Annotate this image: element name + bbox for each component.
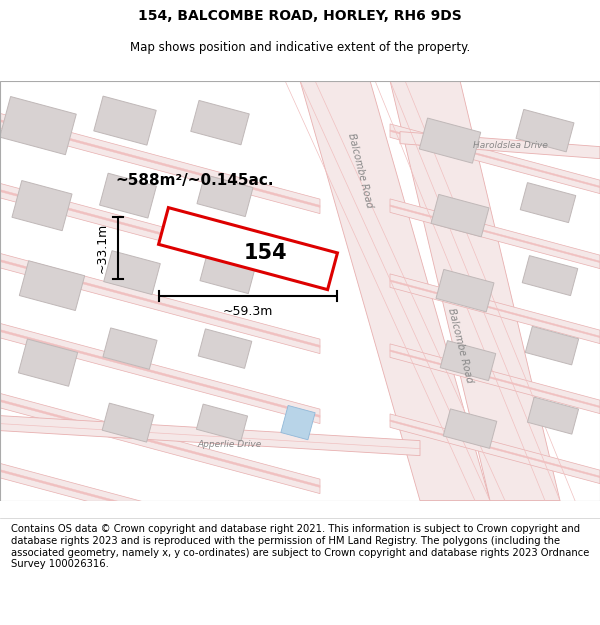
Polygon shape	[191, 101, 249, 145]
Polygon shape	[419, 118, 481, 163]
Polygon shape	[0, 259, 320, 348]
Polygon shape	[390, 81, 560, 501]
Polygon shape	[440, 341, 496, 381]
Polygon shape	[0, 399, 320, 488]
Text: Apperlie Drive: Apperlie Drive	[198, 440, 262, 449]
Polygon shape	[522, 256, 578, 296]
Text: ~59.3m: ~59.3m	[223, 305, 273, 318]
Polygon shape	[200, 252, 256, 294]
Polygon shape	[390, 350, 600, 408]
Polygon shape	[390, 274, 600, 344]
Polygon shape	[0, 253, 320, 354]
Text: ~33.1m: ~33.1m	[95, 222, 109, 272]
Text: Balcombe Road: Balcombe Road	[446, 307, 474, 384]
Polygon shape	[0, 393, 320, 494]
Polygon shape	[0, 96, 76, 155]
Polygon shape	[390, 130, 600, 188]
Polygon shape	[516, 109, 574, 152]
Text: 154: 154	[243, 242, 287, 262]
Polygon shape	[520, 182, 576, 222]
Polygon shape	[431, 194, 489, 237]
Text: Balcombe Road: Balcombe Road	[346, 132, 374, 209]
Polygon shape	[0, 329, 320, 418]
Text: 154, BALCOMBE ROAD, HORLEY, RH6 9DS: 154, BALCOMBE ROAD, HORLEY, RH6 9DS	[138, 9, 462, 23]
Polygon shape	[158, 208, 337, 289]
Polygon shape	[0, 183, 320, 284]
Polygon shape	[0, 323, 320, 424]
Polygon shape	[0, 113, 320, 214]
Polygon shape	[527, 397, 578, 434]
Polygon shape	[197, 174, 253, 217]
Polygon shape	[0, 469, 320, 558]
Polygon shape	[390, 344, 600, 414]
Text: ~588m²/~0.145ac.: ~588m²/~0.145ac.	[116, 173, 274, 188]
Polygon shape	[198, 329, 252, 368]
Text: Map shows position and indicative extent of the property.: Map shows position and indicative extent…	[130, 41, 470, 54]
Polygon shape	[94, 96, 156, 145]
Polygon shape	[390, 199, 600, 269]
Polygon shape	[0, 416, 420, 456]
Polygon shape	[400, 132, 600, 159]
Polygon shape	[390, 124, 600, 194]
Polygon shape	[390, 420, 600, 478]
Polygon shape	[281, 406, 315, 440]
Polygon shape	[300, 81, 490, 501]
Polygon shape	[19, 339, 77, 386]
Polygon shape	[0, 119, 320, 208]
Polygon shape	[390, 280, 600, 338]
Text: Contains OS data © Crown copyright and database right 2021. This information is : Contains OS data © Crown copyright and d…	[11, 524, 589, 569]
Polygon shape	[196, 404, 248, 441]
Polygon shape	[100, 173, 157, 218]
Polygon shape	[443, 409, 497, 448]
Polygon shape	[102, 403, 154, 442]
Polygon shape	[0, 189, 320, 278]
Polygon shape	[390, 414, 600, 484]
Polygon shape	[19, 261, 85, 311]
Text: Haroldslea Drive: Haroldslea Drive	[473, 141, 547, 150]
Polygon shape	[12, 181, 72, 231]
Polygon shape	[0, 463, 320, 564]
Polygon shape	[103, 328, 157, 369]
Polygon shape	[436, 269, 494, 312]
Polygon shape	[390, 205, 600, 262]
Polygon shape	[526, 326, 578, 365]
Polygon shape	[104, 251, 160, 294]
